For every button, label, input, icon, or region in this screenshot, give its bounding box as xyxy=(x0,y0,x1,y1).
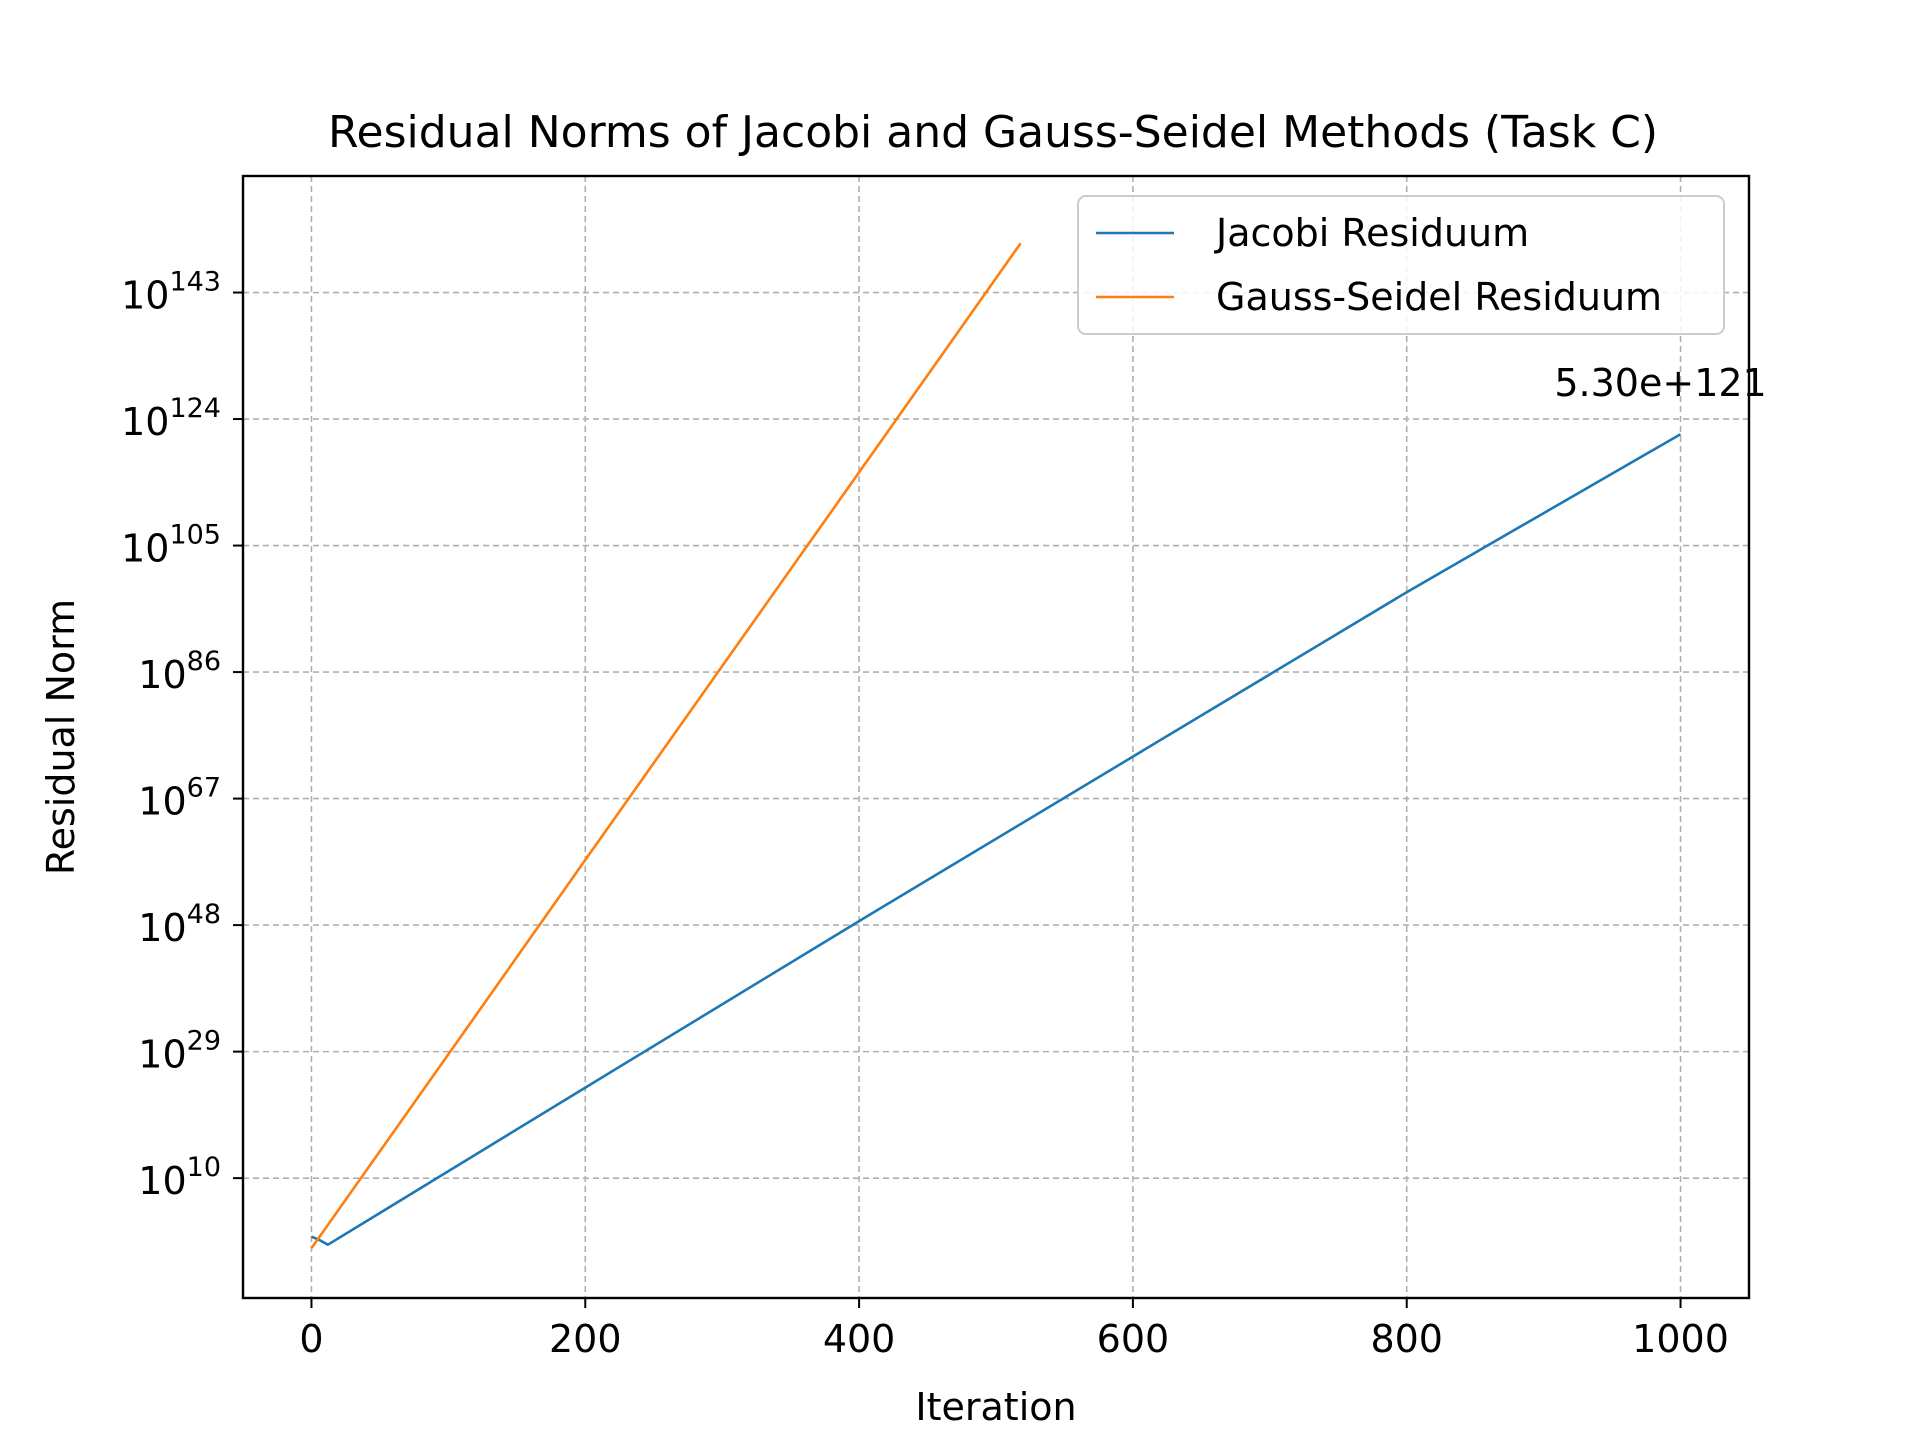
x-tick-label: 600 xyxy=(1097,1317,1170,1361)
series-line xyxy=(310,242,1022,1249)
x-tick-label: 400 xyxy=(823,1317,896,1361)
legend-entry-label: Gauss-Seidel Residuum xyxy=(1216,275,1662,319)
series-lines xyxy=(310,242,1682,1249)
annotation-label: 5.30e+121 xyxy=(1554,361,1766,405)
grid-lines xyxy=(243,176,1749,1298)
legend-entry-label: Jacobi Residuum xyxy=(1214,211,1529,255)
y-tick-label: 1067 xyxy=(138,773,221,824)
y-tick-label: 10124 xyxy=(121,393,221,444)
y-tick-label: 10143 xyxy=(121,267,221,318)
y-axis-ticks: 1010 1029 1048 1067 1086 10105 10124 10143 xyxy=(121,267,243,1203)
legend: Jacobi Residuum Gauss-Seidel Residuum xyxy=(1077,195,1725,335)
y-tick-label: 1010 xyxy=(138,1152,221,1203)
x-tick-label: 800 xyxy=(1370,1317,1443,1361)
chart-title: Residual Norms of Jacobi and Gauss-Seide… xyxy=(328,107,1658,158)
y-tick-label: 1048 xyxy=(138,899,221,950)
legend-box xyxy=(1077,195,1725,335)
y-tick-label: 1029 xyxy=(138,1026,221,1077)
annotations: 5.30e+121 xyxy=(1554,361,1766,405)
plot-area-frame xyxy=(241,174,1751,1300)
x-axis-label: Iteration xyxy=(915,1385,1076,1429)
y-tick-label: 10105 xyxy=(121,520,221,571)
y-tick-label: 1086 xyxy=(138,646,221,697)
series-line xyxy=(311,433,1682,1246)
y-axis-label: Residual Norm xyxy=(39,599,83,875)
x-tick-label: 0 xyxy=(299,1317,323,1361)
x-tick-label: 1000 xyxy=(1632,1317,1729,1361)
x-axis-ticks: 0 200 400 600 800 1000 xyxy=(299,1298,1729,1361)
x-tick-label: 200 xyxy=(549,1317,622,1361)
